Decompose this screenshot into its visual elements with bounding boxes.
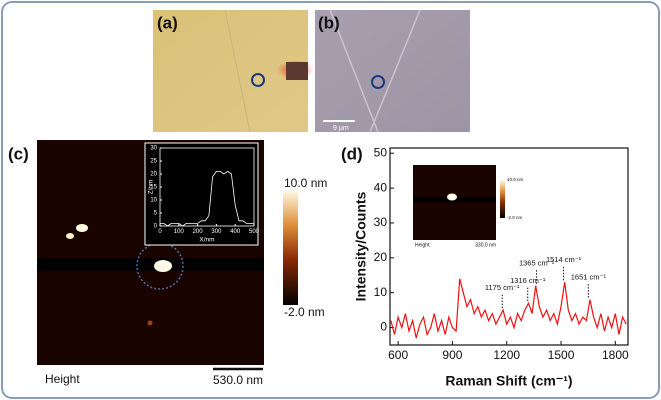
- annotation: 1175 cm⁻¹: [485, 283, 520, 292]
- y-tick-label: 10: [150, 198, 157, 204]
- data-line: [160, 170, 254, 227]
- inset-label: Height: [415, 242, 430, 248]
- annotation: 1316 cm⁻¹: [510, 276, 546, 285]
- x-axis-label: Raman Shift (cm⁻¹): [445, 373, 572, 389]
- particle: [66, 233, 74, 239]
- y-tick-label: 50: [374, 145, 388, 159]
- colorbar-min: -2.0 nm: [284, 305, 325, 319]
- y-tick-label: 40: [374, 180, 388, 194]
- x-tick-label: 1500: [548, 348, 575, 362]
- y-tick-label: 0: [380, 320, 387, 334]
- scan-line: [37, 258, 264, 271]
- y-tick-label: 0: [154, 224, 158, 230]
- marker-circle: [136, 242, 184, 290]
- colorbar-max: 10.0 nm: [284, 176, 327, 190]
- annotation: 1365 cm⁻¹: [519, 259, 555, 268]
- y-tick-label: 10: [374, 285, 388, 299]
- y-axis-label: Intensity/Counts: [353, 191, 369, 301]
- marker-circle: [371, 75, 385, 89]
- x-tick-label: 900: [442, 348, 462, 362]
- particle: [154, 260, 172, 272]
- y-tick-label: 15: [150, 185, 157, 191]
- x-tick-label: 200: [193, 229, 204, 235]
- y-tick-label: 20: [374, 250, 388, 264]
- crack: [329, 9, 379, 133]
- x-tick-label: 400: [230, 229, 241, 235]
- x-axis-label: X/nm: [199, 237, 214, 244]
- colorbar: [283, 190, 298, 305]
- x-tick-label: 600: [388, 348, 408, 362]
- inset-scale-bar: 330.0 nm: [475, 242, 496, 248]
- inset-colorbar-max: 10.0 nm: [507, 177, 524, 182]
- y-tick-label: 25: [150, 159, 157, 165]
- y-tick-label: 30: [150, 146, 157, 152]
- annotation: 1514 cm⁻¹: [546, 255, 582, 264]
- tip: [286, 62, 308, 80]
- x-tick-label: 100: [174, 229, 185, 235]
- crack: [224, 9, 251, 133]
- crack: [369, 9, 421, 133]
- x-tick-label: 1800: [602, 348, 629, 362]
- marker-circle: [251, 73, 265, 87]
- panel-label: (b): [318, 13, 340, 32]
- inset-afm-image: [413, 165, 496, 240]
- optical-image-b: [315, 10, 470, 132]
- plot-frame: [389, 147, 629, 346]
- x-tick-label: 1200: [493, 348, 520, 362]
- x-tick-label: 500: [249, 229, 260, 235]
- y-tick-label: 20: [150, 172, 157, 178]
- afm-label: Height: [45, 372, 80, 386]
- y-axis-label: Z/nm: [148, 180, 155, 195]
- scale-bar-label: 530.0 nm: [213, 373, 263, 387]
- inset-colorbar-min: -2.0 nm: [507, 215, 523, 220]
- particle: [76, 224, 88, 232]
- scale-bar-label: 9 µm: [333, 125, 349, 132]
- profile-inset: [144, 142, 259, 246]
- panel-label: (c): [8, 144, 29, 163]
- x-tick-label: 0: [158, 229, 162, 235]
- inset-colorbar: [500, 180, 505, 218]
- panel-label: (a): [157, 13, 178, 32]
- y-tick-label: 5: [154, 211, 158, 217]
- data-line: [390, 278, 627, 339]
- x-tick-label: 300: [211, 229, 222, 235]
- particle: [147, 320, 153, 326]
- panel-label: (d): [341, 144, 363, 163]
- annotation: 1651 cm⁻¹: [571, 273, 607, 282]
- y-tick-label: 30: [374, 215, 388, 229]
- particle: [447, 193, 457, 201]
